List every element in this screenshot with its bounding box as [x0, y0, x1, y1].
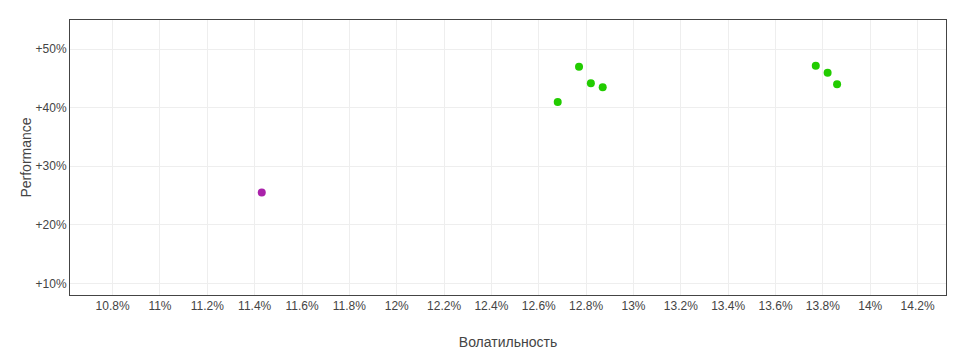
- svg-text:14.2%: 14.2%: [901, 299, 935, 313]
- svg-text:13.6%: 13.6%: [759, 299, 793, 313]
- svg-text:+20%: +20%: [36, 218, 67, 232]
- svg-text:Performance: Performance: [18, 117, 34, 197]
- svg-text:12%: 12%: [385, 299, 409, 313]
- svg-text:13%: 13%: [621, 299, 645, 313]
- svg-text:12.8%: 12.8%: [569, 299, 603, 313]
- svg-text:11%: 11%: [148, 299, 171, 313]
- svg-text:13.4%: 13.4%: [711, 299, 745, 313]
- svg-text:14%: 14%: [858, 299, 882, 313]
- svg-text:Волатильность: Волатильность: [459, 334, 557, 350]
- svg-text:11.6%: 11.6%: [285, 299, 318, 313]
- svg-text:11.2%: 11.2%: [191, 299, 224, 313]
- svg-text:+50%: +50%: [36, 42, 67, 56]
- svg-text:13.8%: 13.8%: [806, 299, 840, 313]
- svg-text:12.2%: 12.2%: [427, 299, 461, 313]
- svg-text:11.8%: 11.8%: [333, 299, 366, 313]
- svg-text:+30%: +30%: [36, 159, 67, 173]
- svg-text:12.6%: 12.6%: [522, 299, 556, 313]
- svg-text:+10%: +10%: [36, 277, 67, 291]
- svg-text:+40%: +40%: [36, 101, 67, 115]
- svg-text:11.4%: 11.4%: [238, 299, 271, 313]
- svg-text:12.4%: 12.4%: [474, 299, 508, 313]
- svg-text:10.8%: 10.8%: [96, 299, 130, 313]
- svg-text:13.2%: 13.2%: [664, 299, 698, 313]
